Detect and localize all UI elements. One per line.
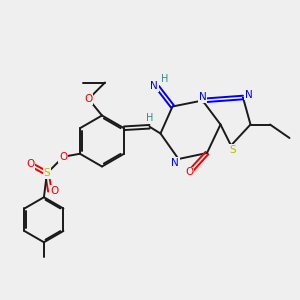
Text: O: O <box>185 167 193 178</box>
Text: N: N <box>199 92 206 102</box>
Text: O: O <box>26 159 34 169</box>
Text: N: N <box>171 158 179 168</box>
Text: S: S <box>44 168 50 178</box>
Text: O: O <box>50 186 59 196</box>
Text: N: N <box>244 89 252 100</box>
Text: H: H <box>161 74 169 84</box>
Text: H: H <box>146 113 153 123</box>
Text: N: N <box>150 81 158 91</box>
Text: O: O <box>84 94 93 104</box>
Text: O: O <box>59 152 68 162</box>
Text: S: S <box>229 145 236 155</box>
